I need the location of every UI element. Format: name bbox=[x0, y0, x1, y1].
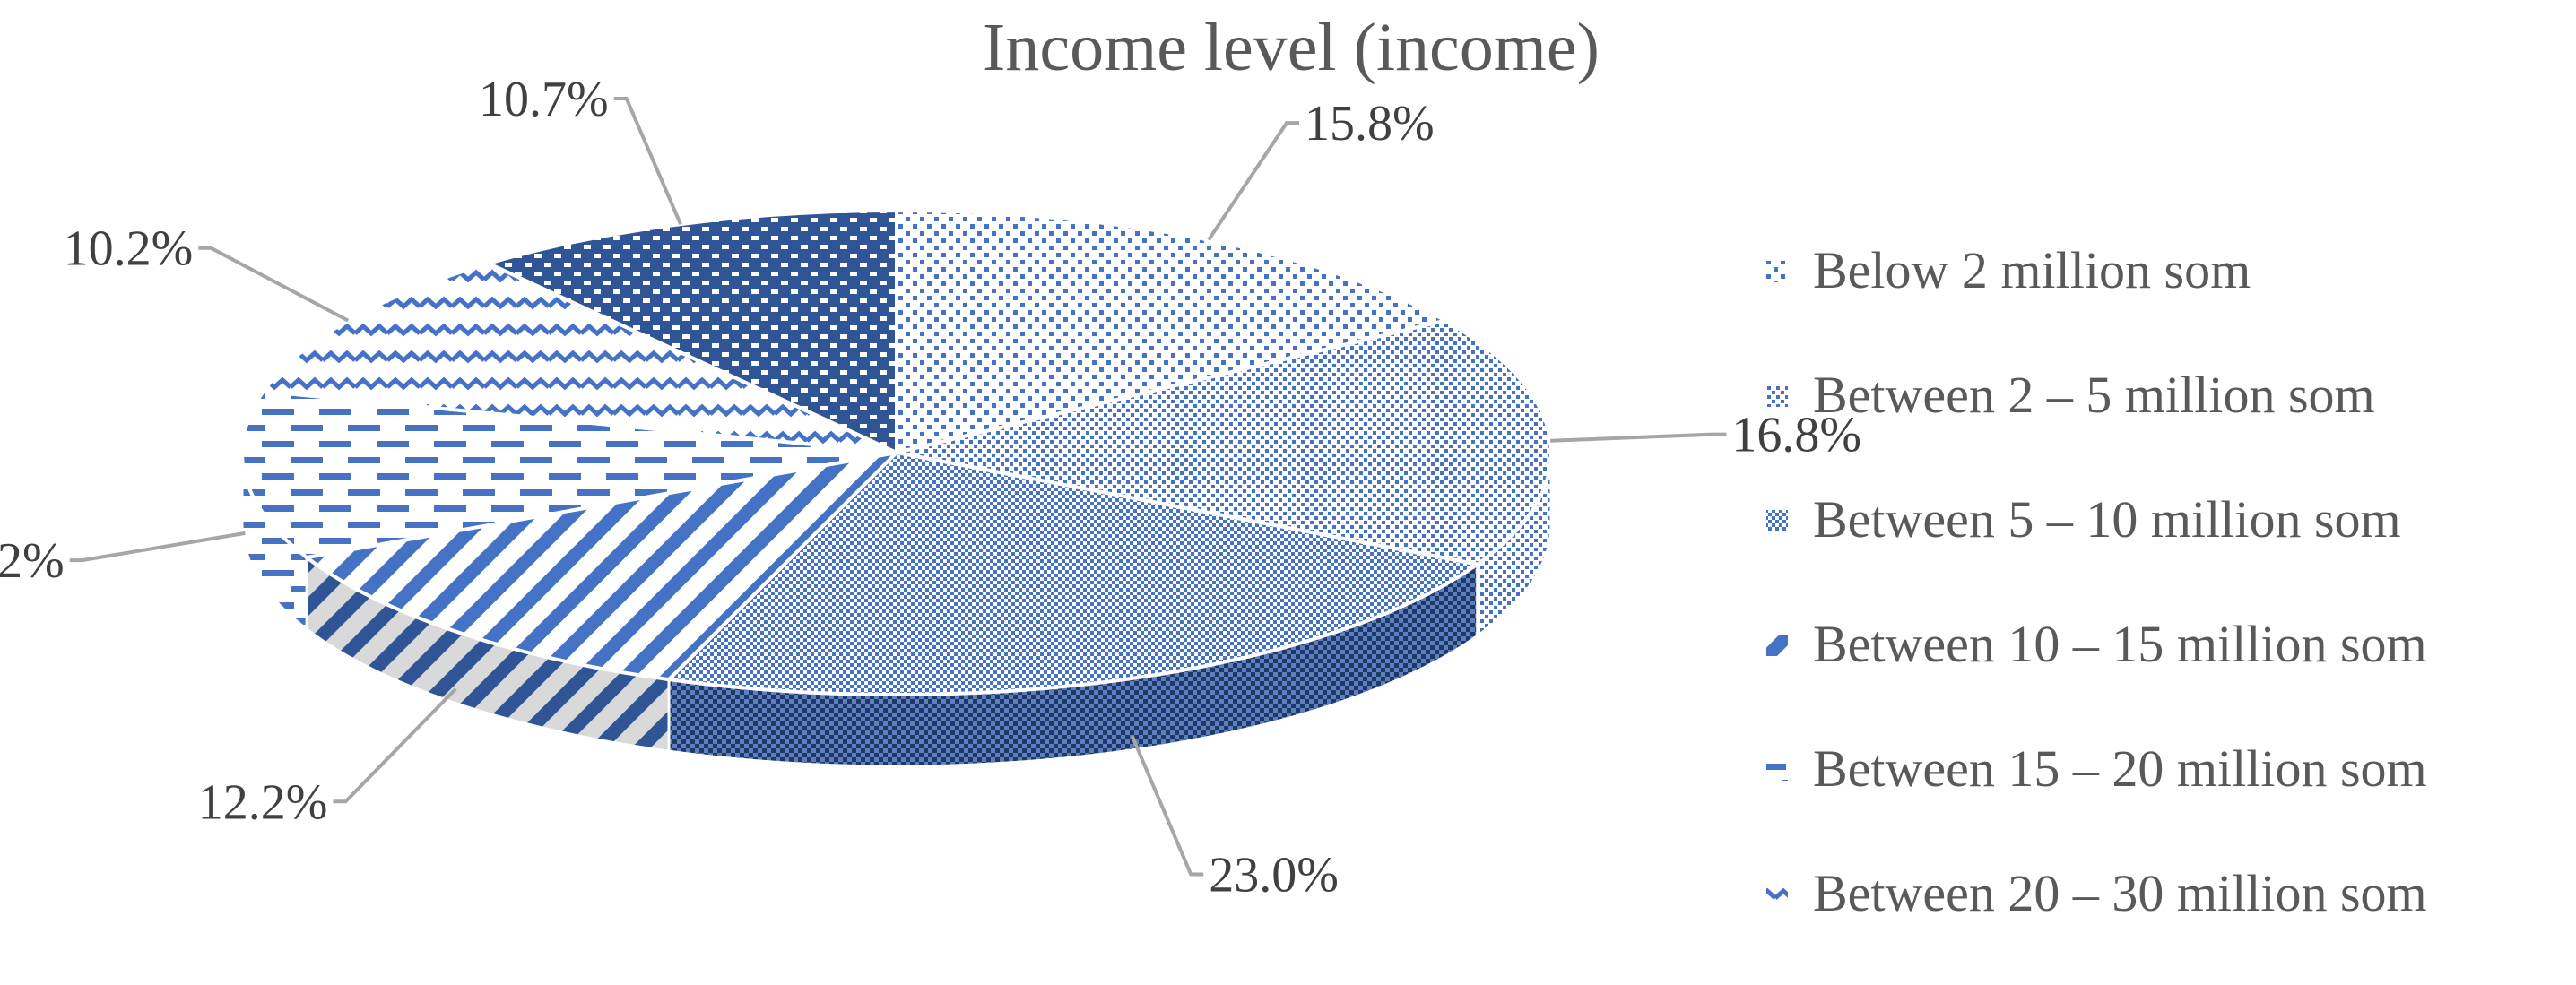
leader-lines bbox=[69, 97, 1727, 877]
leader-line bbox=[333, 687, 457, 804]
legend-swatch bbox=[1766, 635, 1788, 656]
data-label: 15.8% bbox=[1305, 96, 1435, 151]
data-labels: 15.8% 16.8% 23.0% 12.2% 11.2% 10.2% 10.7% bbox=[0, 72, 1861, 903]
data-label: 10.2% bbox=[64, 221, 194, 277]
legend-label: Between 15 – 20 million som bbox=[1813, 739, 2427, 798]
pie-slice bbox=[239, 389, 898, 560]
pie-slice bbox=[302, 449, 902, 682]
legend-item: Between 2 – 5 million som bbox=[1766, 366, 2375, 424]
leader-line bbox=[198, 246, 350, 323]
data-label: 10.7% bbox=[479, 72, 609, 127]
legend-item: Between 10 – 15 million som bbox=[1766, 615, 2427, 673]
legend-item: Between 15 – 20 million som bbox=[1766, 739, 2427, 798]
legend-swatch bbox=[1766, 261, 1788, 282]
legend-label: Between 2 – 5 million som bbox=[1813, 366, 2375, 424]
data-label: 12.2% bbox=[198, 774, 328, 830]
legend-label: Between 10 – 15 million som bbox=[1813, 615, 2427, 673]
data-label: 11.2% bbox=[0, 533, 65, 589]
pie-sides bbox=[240, 452, 1553, 768]
legend-label: Between 20 – 30 million som bbox=[1813, 864, 2427, 922]
legend-item: Between 5 – 10 million som bbox=[1766, 490, 2401, 549]
pie-slice bbox=[483, 208, 898, 456]
leader-line bbox=[1550, 432, 1727, 443]
legend-swatch bbox=[1766, 759, 1788, 781]
legend-swatch bbox=[1766, 884, 1788, 905]
legend-label: Between 5 – 10 million som bbox=[1813, 490, 2401, 549]
legend: Below 2 million som Between 2 – 5 million… bbox=[1766, 241, 2427, 922]
pie-top bbox=[239, 208, 1553, 696]
leader-line bbox=[1207, 121, 1299, 241]
chart-title: Income level (income) bbox=[983, 10, 1600, 85]
leader-line bbox=[1130, 735, 1204, 877]
legend-item: Below 2 million som bbox=[1766, 241, 2251, 299]
pie-slice bbox=[896, 318, 1553, 566]
data-label: 16.8% bbox=[1731, 408, 1861, 463]
data-label: 23.0% bbox=[1209, 848, 1339, 903]
leader-line bbox=[69, 531, 246, 563]
legend-item: Between 20 – 30 million som bbox=[1766, 864, 2427, 922]
legend-swatch bbox=[1766, 510, 1788, 531]
leader-line bbox=[613, 97, 682, 225]
legend-swatch bbox=[1766, 385, 1788, 407]
legend-label: Below 2 million som bbox=[1813, 241, 2251, 299]
pie-slice bbox=[664, 450, 1482, 696]
